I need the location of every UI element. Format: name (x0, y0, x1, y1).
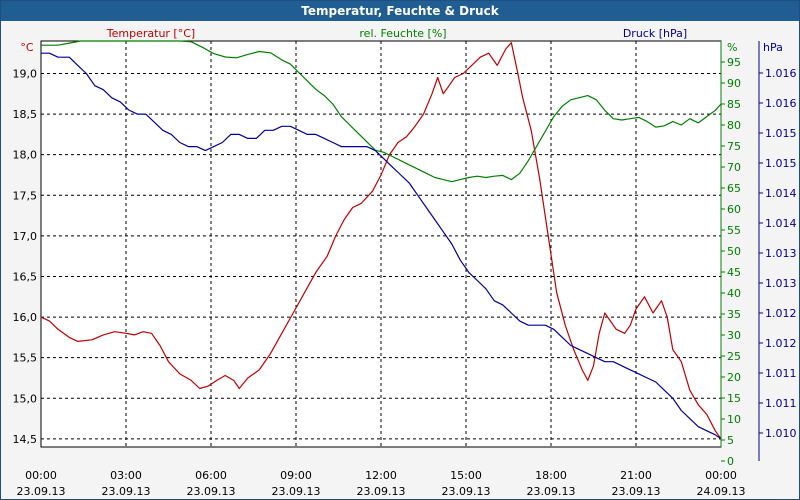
y-tick-temperature: 15,5 (13, 352, 38, 365)
y-tick-humidity: 20 (727, 371, 741, 384)
y-tick-pressure: 1.013 (765, 277, 797, 290)
y-tick-humidity: 50 (727, 245, 741, 258)
y-tick-humidity: 25 (727, 350, 741, 363)
y-tick-humidity: 5 (727, 434, 734, 447)
x-tick-date: 23.09.13 (357, 485, 406, 498)
humidity-unit: % (727, 41, 737, 54)
pressure-unit: hPa (763, 41, 783, 54)
x-tick-date: 23.09.13 (442, 485, 491, 498)
y-tick-pressure: 1.015 (765, 157, 797, 170)
x-tick-date: 23.09.13 (272, 485, 321, 498)
temperature-line (40, 42, 722, 440)
y-tick-pressure: 1.014 (765, 217, 797, 230)
x-tick-time: 15:00 (450, 469, 482, 482)
x-tick-time: 12:00 (365, 469, 397, 482)
y-tick-humidity: 75 (727, 140, 741, 153)
y-tick-humidity: 80 (727, 119, 741, 132)
y-tick-humidity: 10 (727, 413, 741, 426)
y-tick-humidity: 30 (727, 329, 741, 342)
x-tick-time: 21:00 (620, 469, 652, 482)
y-tick-pressure: 1.016 (765, 67, 797, 80)
y-tick-humidity: 60 (727, 203, 741, 216)
y-tick-pressure: 1.015 (765, 127, 797, 140)
pressure-line (41, 52, 722, 440)
y-tick-pressure: 1.013 (765, 247, 797, 260)
y-tick-humidity: 95 (727, 56, 741, 69)
y-tick-humidity: 0 (727, 455, 734, 468)
y-tick-humidity: 90 (727, 77, 741, 90)
y-tick-pressure: 1.011 (765, 367, 797, 380)
y-tick-humidity: 45 (727, 266, 741, 279)
y-tick-pressure: 1.012 (765, 307, 797, 320)
x-tick-time: 18:00 (535, 469, 567, 482)
y-tick-humidity: 40 (727, 287, 741, 300)
y-tick-humidity: 85 (727, 98, 741, 111)
y-tick-humidity: 65 (727, 182, 741, 195)
y-tick-temperature: 16,0 (13, 311, 38, 324)
humidity-axis-label: rel. Feuchte [%] (359, 27, 446, 40)
x-tick-date: 23.09.13 (102, 485, 151, 498)
temperature-axis-label: Temperatur [°C] (106, 27, 195, 40)
y-tick-pressure: 1.010 (765, 427, 797, 440)
y-tick-humidity: 70 (727, 161, 741, 174)
y-tick-temperature: 18,5 (13, 108, 38, 121)
y-tick-pressure: 1.011 (765, 397, 797, 410)
x-tick-time: 06:00 (195, 469, 227, 482)
x-tick-time: 00:00 (25, 469, 57, 482)
temperature-unit: °C (20, 41, 34, 54)
y-tick-humidity: 35 (727, 308, 741, 321)
x-tick-date: 23.09.13 (527, 485, 576, 498)
x-tick-time: 09:00 (280, 469, 312, 482)
y-tick-temperature: 18,0 (13, 149, 38, 162)
humidity-line (41, 40, 722, 183)
x-tick-date: 23.09.13 (17, 485, 66, 498)
y-tick-temperature: 16,5 (13, 270, 38, 283)
series-layer (40, 40, 722, 440)
y-tick-pressure: 1.012 (765, 337, 797, 350)
y-tick-humidity: 55 (727, 224, 741, 237)
y-tick-temperature: 19,0 (13, 67, 38, 80)
x-tick-time: 00:00 (705, 469, 737, 482)
x-tick-date: 23.09.13 (612, 485, 661, 498)
y-tick-temperature: 17,5 (13, 189, 38, 202)
pressure-axis-label: Druck [hPa] (623, 27, 687, 40)
y-tick-temperature: 15,0 (13, 392, 38, 405)
x-tick-time: 03:00 (110, 469, 142, 482)
y-tick-temperature: 17,0 (13, 230, 38, 243)
x-tick-date: 24.09.13 (697, 485, 746, 498)
y-tick-pressure: 1.016 (765, 97, 797, 110)
y-tick-temperature: 14,5 (13, 433, 38, 446)
y-tick-humidity: 15 (727, 392, 741, 405)
y-tick-pressure: 1.014 (765, 187, 797, 200)
axes: 00:00 23.09.13 03:00 23.09.13 06:00 23.09.13 0… (13, 27, 797, 498)
chart-title: Temperatur, Feuchte & Druck (1, 1, 799, 21)
x-tick-date: 23.09.13 (187, 485, 236, 498)
